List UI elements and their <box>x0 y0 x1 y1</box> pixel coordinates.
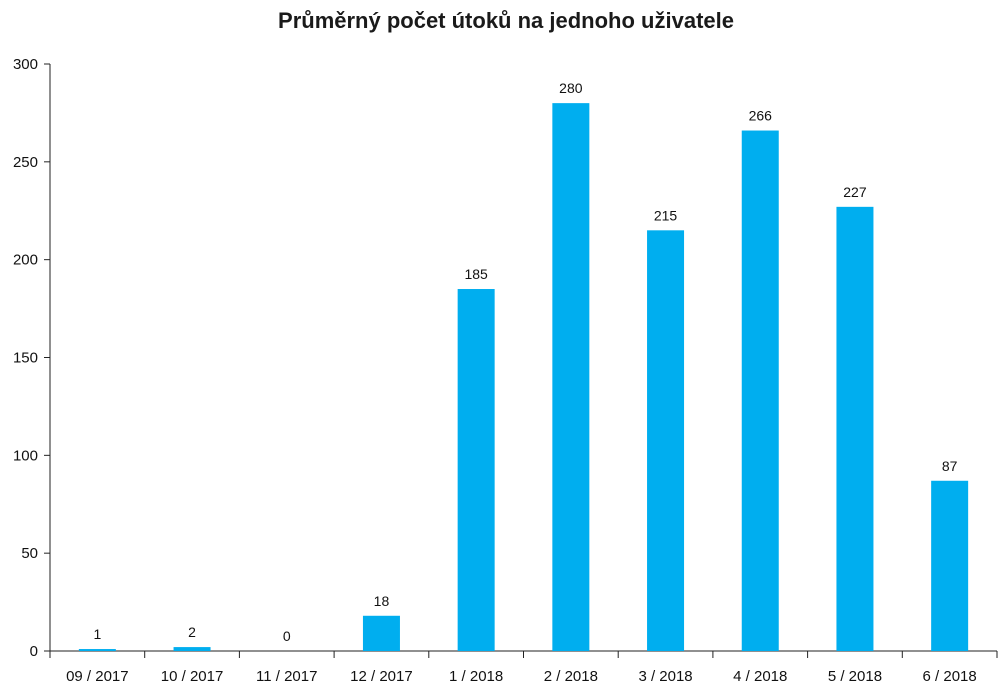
bar <box>836 206 874 651</box>
y-tick-label: 0 <box>30 643 38 660</box>
x-tick-label: 3 / 2018 <box>638 668 692 685</box>
data-label: 1 <box>93 626 101 642</box>
y-tick-label: 50 <box>21 545 38 562</box>
y-tick-label: 250 <box>13 154 38 171</box>
x-tick-label: 12 / 2017 <box>350 668 413 685</box>
bar <box>647 230 685 652</box>
data-label: 87 <box>942 458 958 474</box>
data-label: 2 <box>188 624 196 640</box>
data-label: 280 <box>559 80 583 96</box>
y-axis: 0 50 100 150 200 250 300 <box>13 56 51 660</box>
x-tick-label: 11 / 2017 <box>256 668 317 685</box>
bar <box>457 289 495 651</box>
bar <box>931 480 969 651</box>
x-tick-label: 10 / 2017 <box>161 668 224 685</box>
data-label: 215 <box>654 207 678 223</box>
bar <box>362 615 400 651</box>
y-tick-label: 200 <box>13 252 38 269</box>
y-tick-label: 150 <box>13 350 38 367</box>
data-label: 18 <box>374 593 390 609</box>
x-tick-label: 5 / 2018 <box>828 668 882 685</box>
x-tick-label: 6 / 2018 <box>923 668 977 685</box>
x-tick-label: 2 / 2018 <box>544 668 598 685</box>
bar <box>78 649 116 651</box>
data-labels: 1 2 0 18 185 280 215 266 227 87 <box>93 80 957 644</box>
x-tick-label: 4 / 2018 <box>733 668 787 685</box>
x-tick-label: 09 / 2017 <box>66 668 129 685</box>
x-tick-label: 1 / 2018 <box>449 668 503 685</box>
chart-title: Průměrný počet útoků na jednoho uživatel… <box>278 8 734 33</box>
x-axis: 09 / 2017 10 / 2017 11 / 2017 12 / 2017 1 / … <box>49 650 998 685</box>
data-label: 266 <box>749 108 773 124</box>
bar <box>552 103 590 652</box>
y-tick-label: 100 <box>13 447 38 464</box>
bars <box>78 103 969 652</box>
bar <box>173 647 211 651</box>
data-label: 185 <box>464 266 488 282</box>
y-tick-label: 300 <box>13 56 38 73</box>
bar <box>741 130 779 651</box>
data-label: 0 <box>283 628 291 644</box>
data-label: 227 <box>843 184 867 200</box>
